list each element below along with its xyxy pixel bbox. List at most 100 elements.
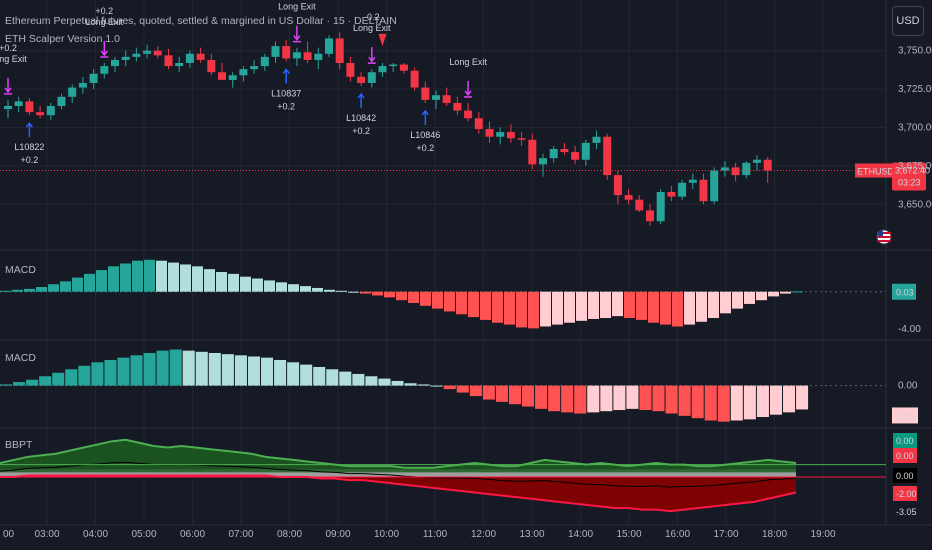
sell-signal-icon	[378, 33, 387, 47]
candle-body	[474, 118, 483, 130]
histogram-bar	[732, 291, 743, 309]
candle-body	[4, 106, 12, 110]
histogram-bar	[408, 291, 419, 303]
histogram-bar	[240, 276, 251, 292]
histogram-bar	[652, 385, 665, 412]
x-tick-label: 06:00	[180, 529, 205, 540]
candle-body	[592, 136, 601, 143]
histogram-bar	[300, 286, 311, 292]
histogram-bar	[169, 349, 182, 386]
indicator-title[interactable]: ETH Scalper Version 1.0	[5, 33, 120, 45]
entry-arrow-head	[25, 121, 33, 128]
histogram-bar	[684, 291, 695, 325]
macd-pane-1[interactable]: 0.03	[0, 259, 916, 329]
candle-body	[763, 159, 772, 171]
candle-body	[742, 162, 751, 176]
candle-body	[485, 129, 494, 137]
histogram-bar	[195, 351, 208, 386]
histogram-bar	[216, 271, 227, 292]
bbpt-value-tag	[893, 468, 917, 483]
candle-body	[239, 69, 248, 76]
histogram-bar	[24, 288, 35, 292]
histogram-bar	[704, 385, 717, 421]
histogram-bar	[768, 291, 779, 297]
macd-pane-2[interactable]: -2.05	[0, 349, 918, 424]
histogram-bar	[252, 278, 263, 292]
entry-label: L10846	[410, 130, 440, 140]
histogram-bar	[626, 385, 639, 409]
histogram-bar	[120, 263, 131, 292]
histogram-bar	[624, 291, 635, 319]
histogram-bar	[65, 369, 78, 386]
candle-body	[496, 132, 505, 137]
histogram-bar	[52, 372, 65, 386]
histogram-bar	[444, 291, 455, 312]
x-tick-label: 13:00	[519, 529, 544, 540]
candle-body	[250, 66, 259, 70]
histogram-bar	[247, 356, 260, 386]
exit-label: Long Exit	[449, 57, 487, 67]
candle-body	[506, 132, 515, 139]
histogram-bar	[717, 385, 730, 422]
bbpt-value-tag	[893, 433, 917, 448]
x-tick-label: 15:00	[616, 529, 641, 540]
candle-body	[720, 167, 729, 171]
histogram-bar	[432, 291, 443, 309]
x-tick-label: 12:00	[471, 529, 496, 540]
entry-arrow-head	[421, 109, 429, 116]
histogram-bar	[264, 280, 275, 292]
exit-arrow-head	[464, 90, 472, 97]
flag-stripe	[877, 240, 891, 242]
histogram-bar	[648, 291, 659, 323]
bbpt-value-tag	[893, 486, 917, 501]
macd1-title[interactable]: MACD	[5, 264, 36, 276]
bbpt-bear-area	[0, 475, 796, 512]
histogram-bar	[588, 291, 599, 319]
candle-body	[688, 179, 697, 183]
candle-body	[710, 170, 719, 202]
bbpt-pane[interactable]: 0.00 0.00 0.00 -2.00 -3.05	[0, 433, 917, 517]
histogram-bar	[0, 290, 11, 292]
candle-body	[153, 50, 162, 56]
candle-body	[731, 167, 740, 176]
flag-stripe	[877, 236, 891, 238]
grid-lines	[0, 0, 932, 526]
histogram-bar	[365, 376, 378, 386]
price-tag-value: 3,672.40	[895, 166, 930, 176]
x-tick-label: 05:00	[131, 529, 156, 540]
entry-sub-label: +0.2	[21, 155, 39, 165]
histogram-bar	[12, 289, 23, 292]
histogram-bar	[744, 291, 755, 304]
entry-sub-label: +0.2	[416, 143, 434, 153]
bbpt-bear-line	[0, 474, 797, 513]
candle-body	[603, 136, 612, 176]
bbpt-value-label: 0.00	[896, 451, 914, 461]
histogram-bar	[384, 291, 395, 298]
flag-stripe	[877, 232, 891, 234]
histogram-bar	[261, 357, 274, 386]
currency-button[interactable]: USD	[892, 6, 924, 36]
axes: 00 03:00 04:00 05:00 06:00 07:00 08:00 09:00 10:…	[3, 46, 932, 540]
histogram-bar	[769, 385, 782, 415]
histogram-bar	[552, 291, 563, 325]
histogram-bar	[708, 291, 719, 319]
candle-body	[89, 73, 98, 83]
candle-body	[389, 64, 398, 67]
histogram-bar	[535, 385, 548, 409]
histogram-bar	[72, 277, 83, 292]
macd2-title[interactable]: MACD	[5, 352, 36, 364]
bbpt-title[interactable]: BBPT	[5, 439, 33, 451]
histogram-bar	[326, 369, 339, 386]
candle-body	[346, 63, 355, 77]
bbpt-value-label: -2.00	[896, 489, 917, 499]
histogram-bar	[508, 385, 521, 405]
candle-body	[517, 138, 526, 140]
candle-body	[571, 152, 580, 160]
entry-label: L10842	[346, 113, 376, 123]
exit-arrow-head	[100, 50, 108, 57]
x-tick-label: 19:00	[810, 529, 835, 540]
histogram-bar	[78, 365, 91, 386]
histogram-bar	[108, 266, 119, 292]
